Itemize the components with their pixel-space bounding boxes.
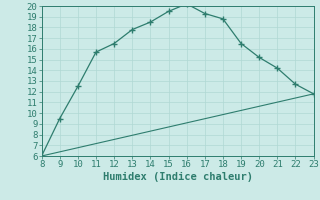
X-axis label: Humidex (Indice chaleur): Humidex (Indice chaleur) [103,172,252,182]
